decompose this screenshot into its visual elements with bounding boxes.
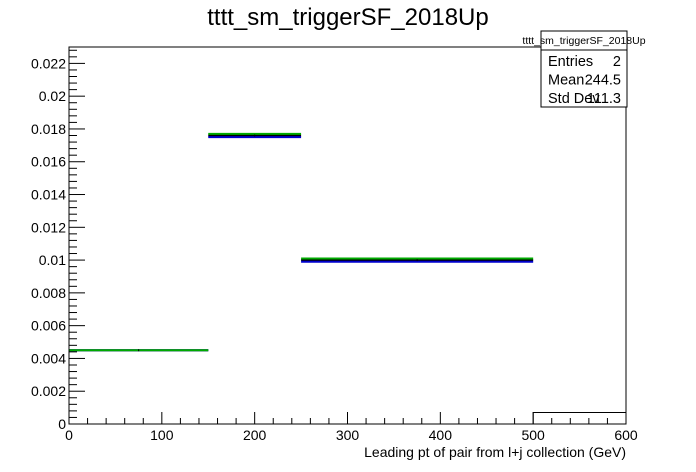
y-tick-label: 0.012: [31, 219, 66, 235]
stats-row-value: 111.3: [587, 91, 621, 107]
x-tick-label: 500: [521, 427, 545, 443]
y-tick-label: 0.01: [39, 252, 66, 268]
y-tick-label: 0.018: [31, 121, 66, 137]
y-tick-label: 0.02: [39, 88, 66, 104]
x-tick-label: 200: [243, 427, 267, 443]
y-tick-label: 0.022: [31, 55, 66, 71]
y-tick-label: 0.014: [31, 187, 66, 203]
stats-body-box: [540, 49, 628, 108]
stats-box: tttt_sm_triggerSF_2018Up Entries 2 Mean 244…: [522, 30, 646, 108]
x-axis-label: Leading pt of pair from l+j collection (…: [364, 444, 626, 460]
histogram-bins: [69, 132, 626, 424]
y-tick-label: 0: [58, 416, 66, 432]
x-tick-label: 300: [336, 427, 360, 443]
x-tick-label: 400: [429, 427, 453, 443]
histogram-bin-outline: [532, 412, 626, 424]
x-tick-label: 600: [614, 427, 638, 443]
stats-row-label: Std Dev: [548, 91, 600, 107]
y-tick-label: 0.008: [31, 285, 66, 301]
y-tick-label: 0.016: [31, 154, 66, 170]
x-tick-label: 0: [65, 427, 73, 443]
stats-row-value: 2: [613, 54, 621, 70]
y-tick-label: 0.004: [31, 350, 66, 366]
y-axis: 0 0.002 0.004 0.006 0.008 0.01 0.012 0.014 0.016…: [31, 49, 85, 432]
x-tick-label: 100: [150, 427, 174, 443]
x-axis: 0 100 200 300 400 500 600: [65, 412, 638, 443]
chart-title: tttt_sm_triggerSF_2018Up: [207, 4, 488, 31]
stats-row-value: 244.5: [585, 73, 621, 89]
y-tick-label: 0.002: [31, 383, 66, 399]
stats-row-label: Entries: [548, 54, 593, 70]
stats-row-label: Mean: [548, 73, 584, 89]
y-tick-label: 0.006: [31, 318, 66, 334]
stats-title: tttt_sm_triggerSF_2018Up: [522, 35, 645, 47]
